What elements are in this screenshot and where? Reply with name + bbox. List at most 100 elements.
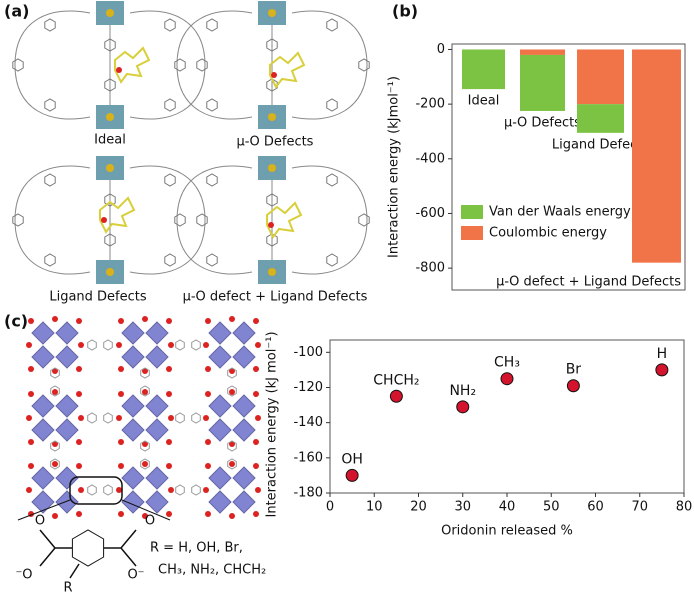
oxygen [76, 391, 82, 397]
ring [227, 385, 237, 397]
oxygen [166, 366, 172, 372]
ring [104, 38, 116, 52]
legend-label: Coulombic energy [489, 226, 607, 241]
ring [227, 367, 237, 379]
x-tick-label: 70 [631, 500, 648, 515]
oxygen [52, 316, 58, 322]
oxygen [255, 487, 261, 493]
cage-outline [14, 10, 206, 120]
ring [174, 58, 186, 72]
ring [140, 367, 150, 379]
ring [50, 385, 60, 397]
octahedron [31, 321, 55, 345]
oxygen [118, 391, 124, 397]
ring [87, 484, 97, 496]
oxygen [76, 511, 82, 517]
oxygen [253, 391, 259, 397]
ring [104, 78, 116, 92]
oxygen [118, 366, 124, 372]
point-label: NH₂ [449, 383, 476, 399]
cage-outline [176, 10, 368, 120]
ring [104, 233, 116, 247]
ring [12, 213, 24, 227]
octahedron [121, 321, 145, 345]
oxygen [166, 391, 172, 397]
oxygen [253, 318, 259, 324]
octahedron [55, 490, 79, 514]
ring [266, 38, 278, 52]
y-tick-label: 0 [437, 42, 445, 57]
ring [326, 98, 338, 112]
bond [39, 529, 137, 579]
x-tick-label: 60 [587, 500, 604, 515]
ring [206, 98, 218, 112]
oxygen [142, 461, 148, 467]
x-tick-label: 80 [676, 500, 693, 515]
x-tick-label: 20 [410, 500, 427, 515]
metal-node [106, 268, 114, 276]
oxygen [76, 318, 82, 324]
guest-molecule [114, 46, 151, 84]
oxygen [142, 441, 148, 447]
oxygen [166, 511, 172, 517]
ring [50, 458, 60, 470]
ring [12, 58, 24, 72]
point-label: H [657, 346, 668, 362]
ring [266, 193, 278, 207]
oxygen [116, 487, 122, 493]
octahedron [121, 345, 145, 369]
ring [164, 98, 176, 112]
x-tick-label: 50 [543, 500, 560, 515]
oxygen [52, 461, 58, 467]
oxygen [168, 487, 174, 493]
ring [103, 484, 113, 496]
octahedron [145, 394, 169, 418]
atom-label: ⁻O [15, 568, 32, 583]
octahedron [145, 466, 169, 490]
y-tick-label: -160 [293, 450, 323, 465]
ring [206, 173, 218, 187]
panel-label: (b) [392, 2, 418, 21]
ring [175, 484, 185, 496]
oxygen [101, 217, 107, 223]
ring [266, 233, 278, 247]
guest-molecule [99, 196, 136, 234]
ring [191, 484, 201, 496]
oxygen [142, 513, 148, 519]
guest-molecule [266, 201, 303, 239]
y-tick-label: -120 [293, 380, 323, 395]
metal-node [268, 164, 276, 172]
point [389, 389, 403, 403]
oxygen [253, 511, 259, 517]
r-groups: R = H, OH, Br, [150, 541, 243, 556]
caption: μ-O defect + Ligand Defects [183, 290, 368, 305]
oxygen [203, 487, 209, 493]
x-tick-label: 0 [326, 500, 334, 515]
ring [175, 339, 185, 351]
octahedron [208, 418, 232, 442]
panel-label: (a) [4, 2, 29, 21]
caption: Ligand Defects [49, 290, 147, 305]
oxygen [205, 366, 211, 372]
atom-label: O [35, 514, 45, 529]
oxygen [28, 391, 34, 397]
oxygen [255, 415, 261, 421]
ring [358, 213, 370, 227]
octahedron [208, 394, 232, 418]
bar-segment [577, 49, 624, 105]
oxygen [142, 316, 148, 322]
oxygen [203, 342, 209, 348]
ring [206, 253, 218, 267]
point [456, 400, 470, 414]
oxygen [76, 439, 82, 445]
ring [164, 173, 176, 187]
oxygen [28, 318, 34, 324]
metal-node [268, 113, 276, 121]
y-axis-label: Interaction energy (kJ mol⁻¹) [265, 331, 280, 517]
caption: μ-O Defects [237, 135, 314, 150]
ring [44, 253, 56, 267]
ring [174, 213, 186, 227]
ring [164, 18, 176, 32]
x-tick-label: 30 [454, 500, 471, 515]
bar-segment [577, 104, 624, 133]
